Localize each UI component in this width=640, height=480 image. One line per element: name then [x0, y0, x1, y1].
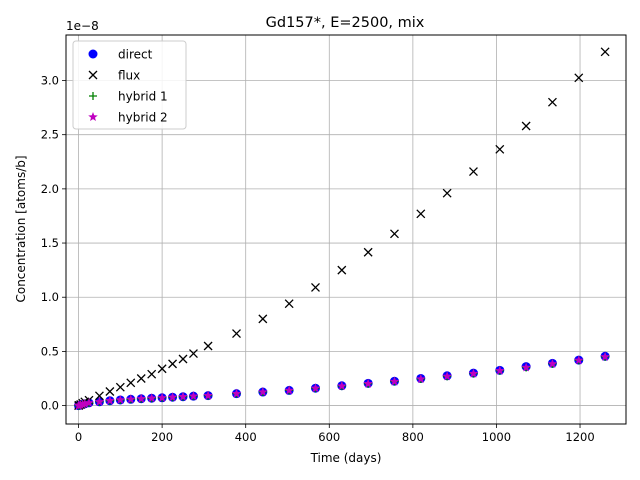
data-point: [574, 355, 584, 365]
y-tick-label: 1.0: [41, 290, 59, 304]
data-point: [115, 394, 126, 404]
data-point: [203, 390, 213, 400]
data-point: [157, 392, 167, 402]
data-point: [574, 73, 584, 83]
y-tick-label: 3.0: [41, 74, 59, 88]
data-point: [363, 378, 373, 388]
data-point: [442, 371, 452, 381]
data-point: [337, 265, 347, 275]
data-point: [547, 97, 557, 107]
data-point: [178, 391, 188, 401]
data-point: [189, 349, 198, 359]
x-tick-label: 0: [75, 430, 82, 444]
data-point: [311, 283, 320, 292]
y-tick-label: 2.0: [41, 182, 59, 196]
data-point: [157, 364, 167, 374]
data-point: [284, 299, 294, 309]
data-point: [468, 368, 479, 378]
legend-marker: [89, 92, 97, 100]
grid: [66, 35, 626, 424]
data-point: [115, 382, 125, 392]
data-point: [167, 392, 178, 402]
data-point: [600, 47, 610, 57]
data-point: [146, 393, 157, 403]
legend-box: [72, 40, 187, 130]
series-hybrid-2: [73, 351, 610, 410]
data-point: [258, 314, 268, 324]
data-point: [94, 396, 105, 406]
series-direct: [74, 351, 610, 411]
x-tick-label: 600: [318, 430, 340, 444]
legend-marker: [88, 112, 98, 122]
data-point: [389, 376, 400, 386]
y-tick-label: 0.5: [41, 344, 59, 358]
data-point: [232, 329, 241, 338]
data-point: [495, 144, 505, 154]
chart-title: Gd157*, E=2500, mix: [266, 15, 425, 31]
y-tick-label: 1.5: [41, 236, 59, 250]
y-tick-label: 2.5: [41, 128, 59, 142]
data-point: [136, 393, 146, 403]
data-point: [547, 358, 558, 368]
plot-frame: [65, 34, 627, 425]
data-point: [416, 374, 426, 384]
data-point: [84, 397, 94, 407]
data-point: [284, 385, 294, 395]
legend-marker: [88, 70, 98, 80]
legend-label: hybrid 1: [118, 90, 168, 104]
y-axis-label: Concentration [atoms/b]: [14, 155, 28, 302]
data-point: [258, 387, 268, 397]
legend: direct flux hybrid 1 hybrid 2: [72, 40, 187, 130]
data-point: [203, 341, 213, 351]
data-point: [521, 362, 531, 372]
data-point: [469, 167, 478, 176]
data-point: [126, 394, 136, 404]
legend-label: hybrid 2: [118, 111, 168, 125]
data-point: [363, 247, 373, 257]
axis-ticks: 0 200 400 600 800 1000 1200 0.0 0.5 1.0 1.5 2.0 2.5 3…: [41, 74, 595, 444]
data-point: [442, 188, 452, 198]
x-axis-label: Time (days): [310, 451, 382, 465]
y-tick-label: 0.0: [41, 399, 59, 413]
data-point: [136, 374, 146, 383]
legend-label: flux: [118, 69, 140, 83]
x-tick-label: 400: [235, 430, 257, 444]
x-tick-label: 1200: [565, 430, 594, 444]
x-tick-label: 1000: [482, 430, 511, 444]
data-point: [80, 398, 90, 408]
data-point: [600, 351, 610, 361]
data-point: [495, 365, 505, 375]
data-point: [310, 383, 321, 393]
data-point: [337, 381, 347, 391]
data-point: [168, 359, 178, 369]
data-points: [73, 47, 610, 411]
y-offset-label: 1e−8: [66, 19, 99, 33]
data-point: [147, 369, 157, 379]
data-point: [105, 387, 115, 396]
data-point: [521, 121, 531, 131]
data-point: [231, 388, 242, 398]
data-point: [188, 391, 199, 401]
data-point: [178, 354, 188, 364]
x-tick-label: 800: [402, 430, 424, 444]
legend-marker: [88, 49, 98, 59]
data-point: [94, 391, 104, 401]
data-point: [416, 209, 426, 219]
data-point: [126, 378, 136, 388]
x-tick-label: 200: [151, 430, 173, 444]
data-point: [105, 395, 115, 405]
legend-label: direct: [118, 48, 153, 62]
data-point: [390, 229, 399, 239]
